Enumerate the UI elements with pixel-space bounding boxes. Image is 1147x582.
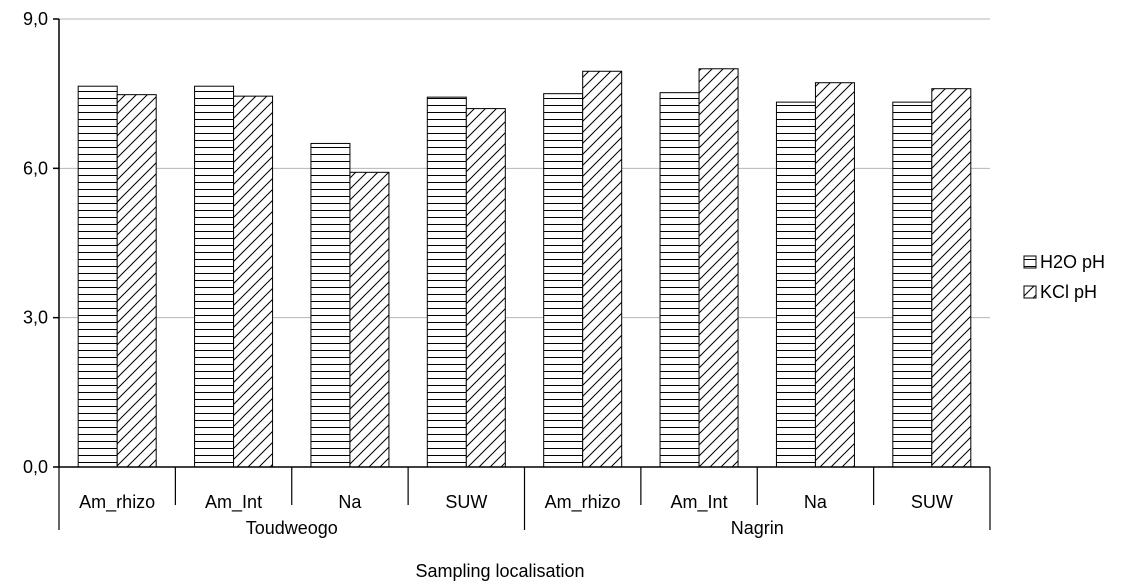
x-tick-label: Am_rhizo	[79, 492, 155, 513]
y-tick-label: 0,0	[23, 457, 48, 477]
bar-h2o-ph	[310, 142, 351, 468]
bar-h2o-ph	[892, 101, 933, 468]
y-tick-label: 3,0	[23, 308, 48, 328]
bar-kcl-ph	[698, 68, 739, 468]
y-tick-label: 9,0	[23, 9, 48, 29]
x-tick-label: Na	[338, 492, 362, 512]
axes	[53, 18, 991, 530]
bar-h2o-ph	[77, 85, 118, 468]
x-tick-label: Am_rhizo	[545, 492, 621, 513]
bar-h2o-ph	[426, 96, 467, 468]
bar-kcl-ph	[814, 82, 855, 468]
x-tick-label: Am_Int	[671, 492, 728, 513]
legend-swatch-kcl-ph	[1023, 285, 1037, 299]
bar-kcl-ph	[582, 70, 623, 468]
x-tick-label: SUW	[911, 492, 953, 512]
legend-label-kcl-ph: KCl pH	[1040, 282, 1097, 302]
y-tick-label: 6,0	[23, 158, 48, 178]
bar-h2o-ph	[775, 101, 816, 468]
bar-kcl-ph	[931, 88, 972, 468]
group-label: Toudweogo	[246, 518, 338, 538]
group-label: Nagrin	[731, 518, 784, 538]
x-tick-label: SUW	[445, 492, 487, 512]
bar-kcl-ph	[116, 94, 157, 468]
bar-h2o-ph	[194, 85, 235, 468]
x-tick-label: Am_Int	[205, 492, 262, 513]
bar-kcl-ph	[465, 108, 506, 468]
legend-label-h2o-ph: H2O pH	[1040, 252, 1105, 272]
legend-swatch-h2o-ph	[1023, 255, 1037, 269]
tick-labels: 0,0 3,0 6,0 9,0 Am_rhizo Am_Int Na SUW Am_rhizo A…	[23, 9, 953, 538]
bar-h2o-ph	[543, 93, 584, 468]
bar-kcl-ph	[233, 95, 274, 468]
legend: H2O pH KCl pH	[1023, 252, 1105, 302]
bars	[77, 68, 972, 468]
bar-kcl-ph	[349, 171, 390, 468]
x-tick-label: Na	[804, 492, 828, 512]
x-axis-title: Sampling localisation	[415, 561, 584, 581]
bar-h2o-ph	[659, 92, 700, 468]
